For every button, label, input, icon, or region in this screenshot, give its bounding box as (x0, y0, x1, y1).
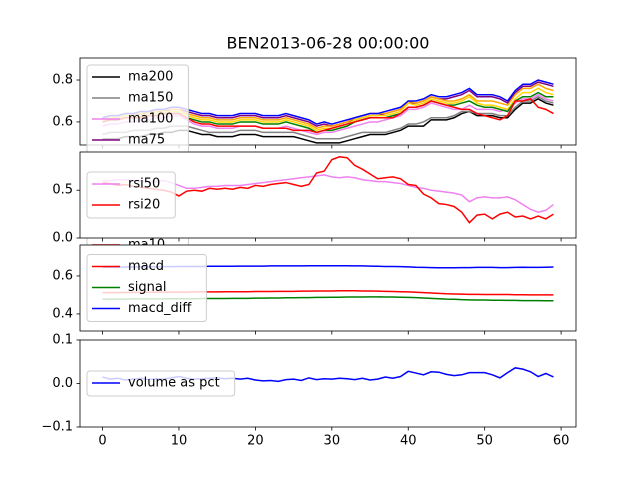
legend-label: volume as pct (128, 376, 220, 391)
line (102, 156, 554, 224)
y-tick-label: 0.0 (52, 231, 73, 246)
legend-label: ma100 (128, 112, 173, 127)
legend-box (86, 370, 236, 397)
legend-label: ma150 (128, 91, 173, 106)
y-tick-label: 0.6 (52, 268, 73, 283)
x-tick-label: 50 (476, 434, 493, 449)
x-tick-label: 30 (324, 434, 341, 449)
legend-label: ma75 (128, 133, 165, 148)
line (102, 174, 554, 213)
legend-label: macd_diff (128, 301, 192, 316)
chart-title: BEN2013-06-28 00:00:00 (227, 34, 430, 53)
x-tick-label: 40 (400, 434, 417, 449)
x-tick-label: 60 (553, 434, 570, 449)
legend-label: macd (128, 259, 164, 274)
y-tick-label: 0.0 (52, 376, 73, 391)
legend: macd signal macd_diff (86, 254, 207, 322)
legend: rsi50 rsi20 (86, 171, 176, 219)
x-tick-label: 10 (171, 434, 188, 449)
axes-frame (79, 151, 577, 239)
legend: volume as pct (86, 370, 236, 397)
y-tick-label: 0.8 (52, 73, 73, 88)
axes-frame (79, 57, 577, 146)
y-tick-label: −0.1 (41, 420, 73, 435)
legend-box (86, 254, 207, 322)
legend-label: rsi50 (128, 177, 160, 192)
axes-frame (79, 244, 577, 332)
legend-label: signal (128, 280, 166, 295)
legend-label: ma200 (128, 70, 173, 85)
y-tick-label: 0.6 (52, 114, 73, 129)
x-tick-label: 0 (98, 434, 106, 449)
y-tick-label: 0.1 (52, 333, 73, 348)
legend-label: rsi20 (128, 198, 160, 213)
x-tick-label: 20 (247, 434, 264, 449)
y-tick-label: 0.5 (52, 183, 73, 198)
y-tick-label: 0.4 (52, 306, 73, 321)
